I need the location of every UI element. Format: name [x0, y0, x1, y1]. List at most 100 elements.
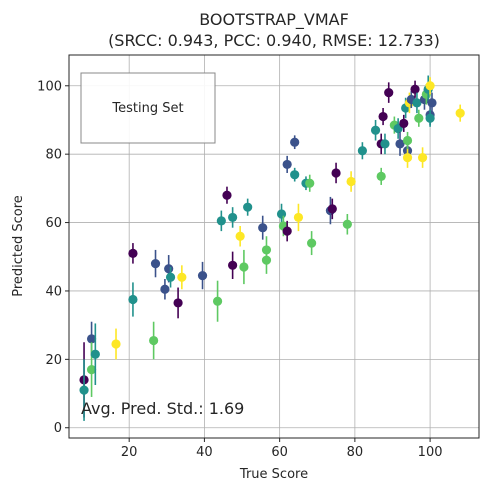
data-point	[212, 280, 223, 322]
point-marker	[342, 219, 352, 229]
data-point	[282, 155, 292, 173]
data-point	[86, 342, 97, 397]
point-marker	[86, 365, 97, 375]
data-point	[111, 328, 121, 360]
point-marker	[258, 223, 268, 233]
point-marker	[427, 98, 437, 108]
y-tick-label: 80	[45, 148, 62, 163]
data-point	[173, 287, 183, 319]
point-marker	[128, 248, 138, 258]
data-point	[235, 225, 245, 247]
data-point	[128, 282, 138, 317]
point-marker	[305, 178, 315, 188]
plot-frame	[68, 54, 480, 439]
point-marker	[150, 258, 161, 269]
data-point	[177, 265, 187, 290]
point-marker	[412, 98, 422, 108]
point-marker	[357, 146, 367, 156]
data-point	[276, 203, 287, 225]
y-tick-label: 0	[54, 421, 62, 436]
point-marker	[235, 231, 245, 241]
point-marker	[128, 294, 138, 305]
data-point	[222, 186, 232, 204]
data-point	[290, 167, 300, 182]
y-tick-label: 60	[45, 216, 62, 231]
point-marker	[216, 216, 226, 226]
point-marker	[243, 202, 253, 212]
data-point	[165, 267, 176, 288]
chart-subtitle: (SRCC: 0.943, PCC: 0.940, RMSE: 12.733)	[108, 31, 440, 50]
point-marker	[79, 385, 89, 395]
y-tick-label: 40	[45, 284, 62, 299]
point-marker	[86, 334, 97, 344]
point-marker	[228, 260, 238, 270]
y-tick-label: 100	[37, 79, 62, 94]
point-marker	[261, 245, 272, 255]
data-point	[216, 210, 226, 232]
point-marker	[177, 272, 187, 282]
data-point	[417, 147, 428, 168]
point-marker	[276, 209, 287, 219]
data-point	[197, 261, 208, 290]
data-point	[402, 147, 413, 168]
x-axis-label: True Score	[239, 467, 308, 482]
point-marker	[173, 298, 183, 308]
point-marker	[395, 139, 405, 149]
point-marker	[282, 159, 292, 170]
data-point	[293, 203, 304, 232]
y-axis-label: Predicted Score	[11, 195, 26, 297]
data-point	[282, 220, 292, 242]
data-point	[425, 77, 435, 95]
data-point	[160, 278, 170, 300]
data-point	[378, 108, 388, 126]
point-marker	[197, 270, 208, 281]
data-point	[258, 215, 268, 240]
data-point	[305, 174, 315, 192]
data-point	[228, 251, 238, 279]
point-marker	[399, 118, 409, 128]
data-point	[395, 131, 405, 156]
point-marker	[380, 139, 390, 149]
legend-label: Testing Set	[111, 101, 183, 116]
data-point	[410, 80, 420, 98]
data-point	[307, 231, 317, 256]
point-marker	[384, 88, 394, 98]
data-point	[346, 171, 356, 192]
point-marker	[222, 190, 232, 200]
point-marker	[90, 349, 100, 359]
point-marker	[307, 238, 317, 248]
point-marker	[425, 113, 435, 123]
data-point	[399, 114, 409, 132]
data-point	[290, 135, 300, 150]
point-marker	[327, 204, 337, 214]
data-point	[427, 92, 437, 114]
point-marker	[402, 135, 413, 146]
point-marker	[160, 284, 170, 294]
point-marker	[290, 170, 300, 180]
data-point	[414, 109, 424, 127]
point-marker	[402, 152, 413, 163]
data-point	[384, 82, 394, 103]
data-point	[370, 119, 381, 141]
data-point	[455, 104, 465, 122]
data-point	[149, 321, 159, 360]
data-point	[90, 323, 100, 385]
data-point	[228, 207, 238, 228]
point-marker	[149, 335, 159, 346]
data-point	[380, 133, 390, 155]
point-marker	[370, 125, 381, 135]
data-point	[261, 236, 272, 264]
data-point	[239, 249, 249, 285]
data-point	[150, 249, 161, 278]
point-marker	[290, 137, 300, 147]
axis-ticks: 20 40 60 80 100 0 20 40 60 80 100	[37, 79, 442, 460]
data-points	[79, 75, 465, 421]
data-point	[327, 198, 337, 220]
point-marker	[414, 113, 424, 123]
legend-box	[80, 72, 216, 144]
legend: Testing Set	[80, 72, 216, 144]
point-marker	[378, 111, 388, 122]
data-point	[331, 162, 341, 184]
